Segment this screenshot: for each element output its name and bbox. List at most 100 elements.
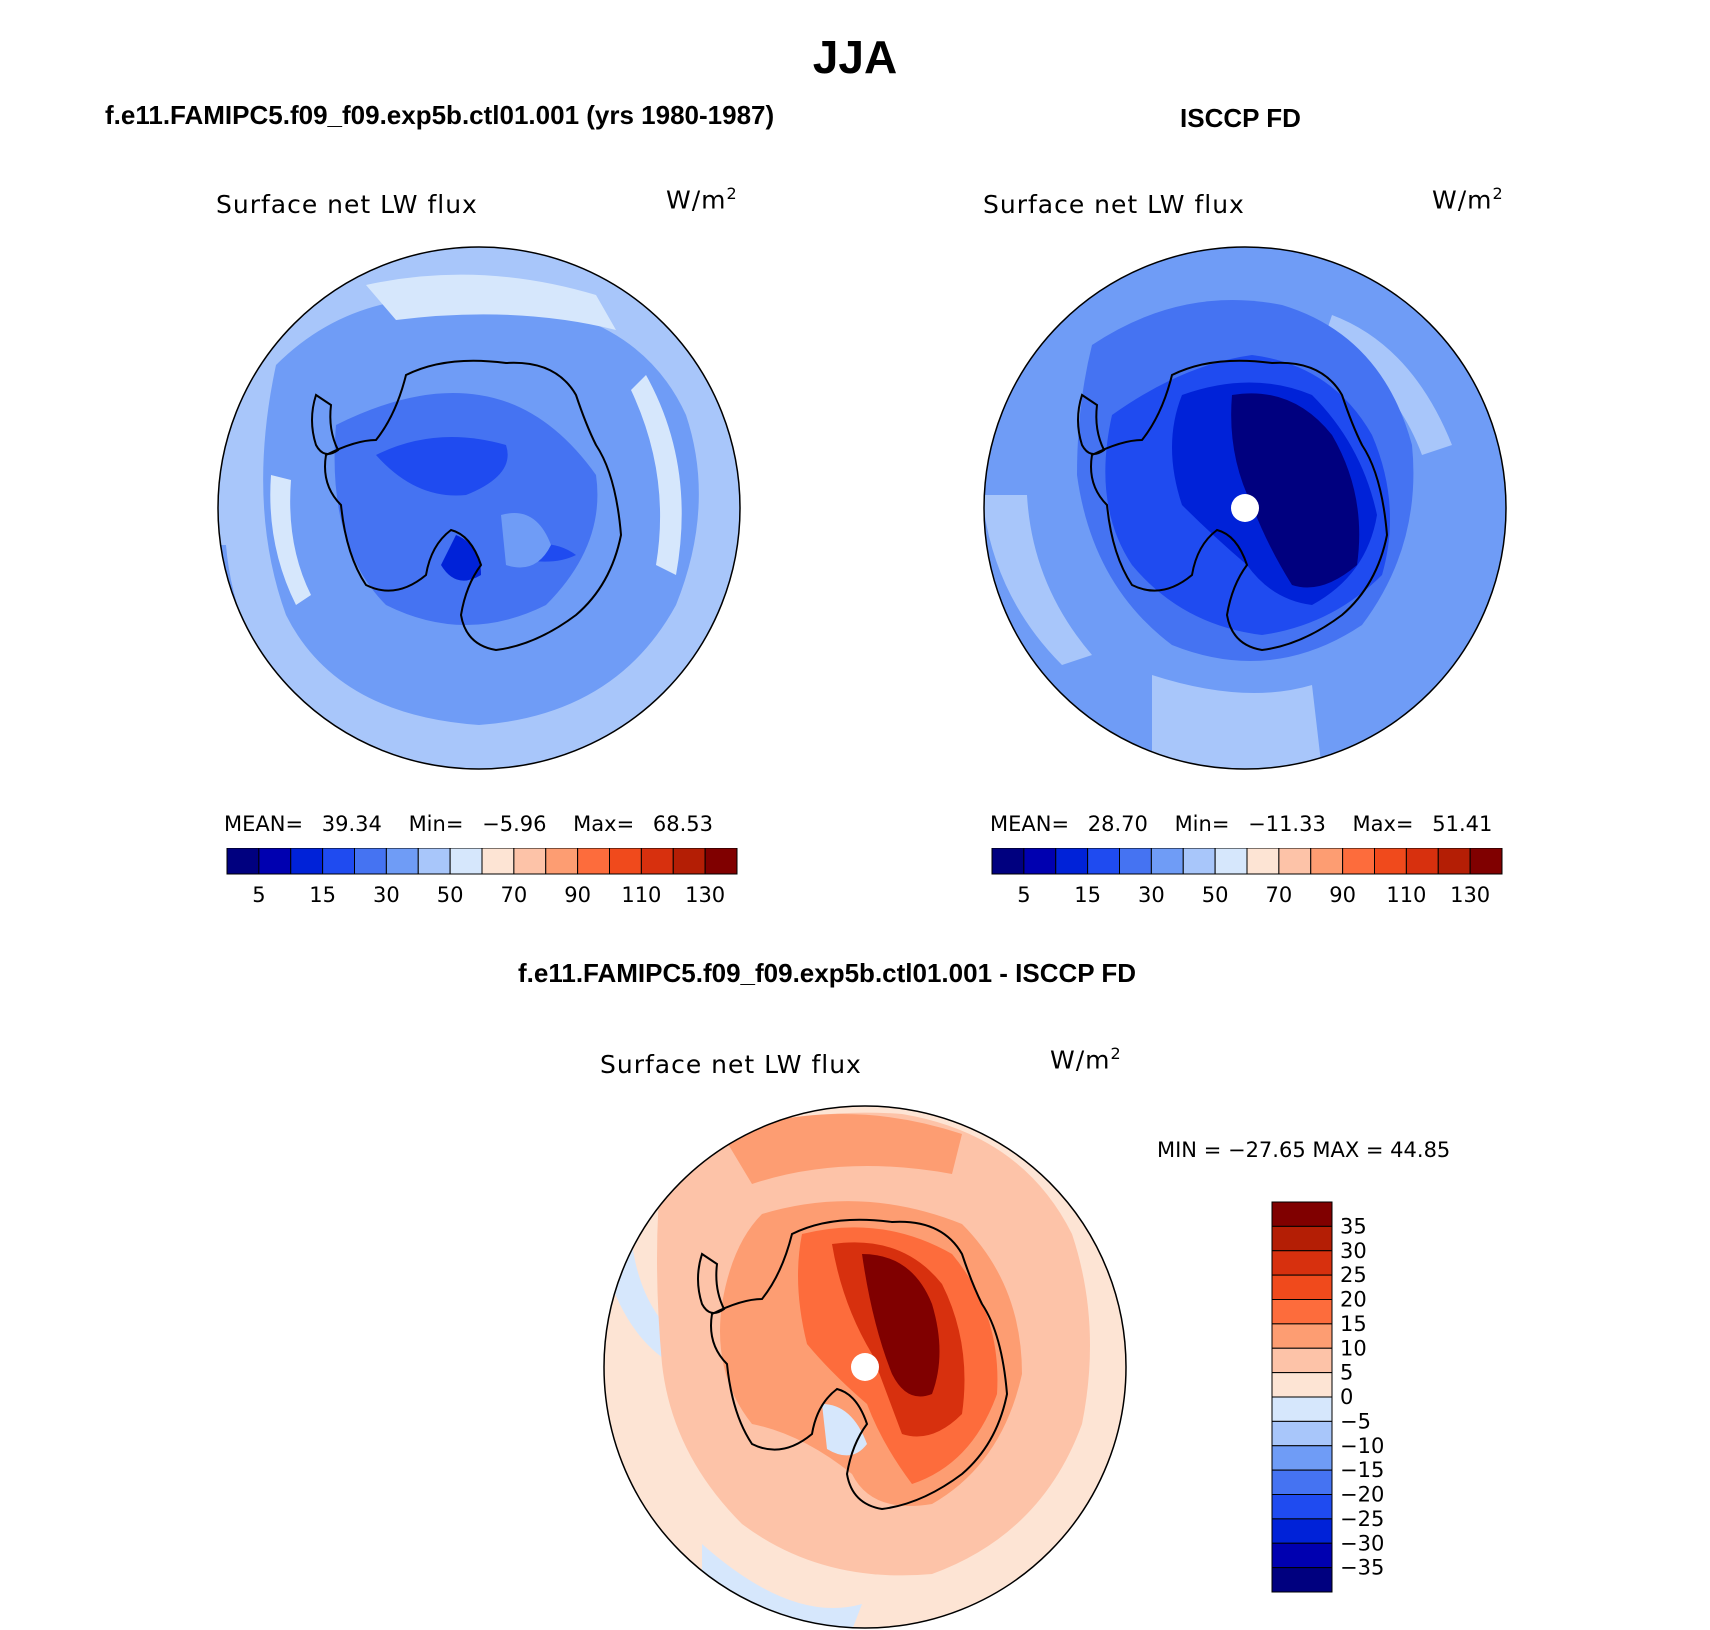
colorbar-tick-label: 5 <box>1340 1361 1353 1385</box>
panel-model-map <box>217 246 741 770</box>
contour-region <box>501 513 551 568</box>
panel-obs-units: W/m2 <box>1432 184 1504 214</box>
panel-obs-colorbar: 5 15 30 50 70 90 110 130 <box>991 848 1503 907</box>
colorbar-box <box>1271 1299 1333 1325</box>
colorbar-tick-label: 15 <box>1340 1312 1367 1336</box>
contour-region <box>1231 393 1360 588</box>
colorbar-tick-label: −35 <box>1340 1556 1384 1580</box>
colorbar-tick-label: −30 <box>1340 1531 1384 1555</box>
colorbar-tick-label: 110 <box>1386 883 1426 907</box>
colorbar-box <box>1023 848 1057 875</box>
colorbar-box <box>1119 848 1152 875</box>
colorbar-tick-label: 30 <box>1138 883 1165 907</box>
colorbar-tick-label: 10 <box>1340 1336 1367 1360</box>
panel-obs-map <box>983 246 1507 770</box>
colorbar-box <box>1342 848 1375 875</box>
colorbar-box <box>1271 1274 1333 1300</box>
colorbar-box <box>1246 848 1280 875</box>
colorbar-box <box>1271 1396 1333 1422</box>
colorbar-box <box>513 848 547 875</box>
colorbar-tick-label: −5 <box>1340 1409 1371 1433</box>
colorbar-tick-label: 130 <box>1450 883 1490 907</box>
colorbar-box <box>545 848 579 875</box>
units-text: W/m <box>666 185 727 215</box>
contour-region <box>722 1114 962 1184</box>
antarctica-coastline <box>710 1218 1009 1511</box>
colorbar-box <box>1087 848 1120 875</box>
panel-model-variable: Surface net LW flux <box>216 190 478 219</box>
colorbar-box <box>1182 848 1216 875</box>
colorbar-tick-label: 70 <box>501 883 528 907</box>
map-boundary <box>217 246 741 770</box>
colorbar-tick-label: 70 <box>1266 883 1293 907</box>
contour-region <box>984 495 1092 665</box>
colorbar-box <box>1271 1323 1333 1349</box>
max-label: Max= <box>1352 812 1414 836</box>
max-label: Max= <box>573 812 635 836</box>
peninsula-coastline <box>697 1252 726 1314</box>
map-boundary <box>983 246 1507 770</box>
colorbar-box <box>1150 848 1184 875</box>
colorbar-box <box>577 848 610 875</box>
max-value: 68.53 <box>652 812 713 836</box>
units-text: W/m <box>1050 1045 1111 1075</box>
panel-model-colorbar: 5 15 30 50 70 90 110 130 <box>226 848 738 907</box>
colorbar-box <box>1278 848 1312 875</box>
colorbar-box <box>417 848 451 875</box>
contour-region <box>270 475 311 605</box>
colorbar-box <box>1271 1518 1333 1544</box>
colorbar-box <box>385 848 419 875</box>
colorbar-tick-label: 15 <box>309 883 336 907</box>
colorbar-tick-label: 30 <box>373 883 400 907</box>
panel-model-title: f.e11.FAMIPC5.f09_f09.exp5b.ctl01.001 (y… <box>105 100 775 130</box>
panel-obs-variable: Surface net LW flux <box>983 190 1245 219</box>
panel-model-stats: MEAN= 39.34 Min= −5.96 Max= 68.53 <box>224 812 713 836</box>
contour-region <box>631 375 682 575</box>
figure-title: JJA <box>812 31 898 83</box>
panel-diff-units: W/m2 <box>1050 1044 1122 1074</box>
colorbar-box <box>258 848 292 875</box>
panel-diff-variable: Surface net LW flux <box>600 1050 862 1079</box>
colorbar-box <box>1271 1494 1333 1520</box>
colorbar-box <box>1214 848 1248 875</box>
min-label: Min= <box>408 812 464 836</box>
units-sup: 2 <box>726 184 738 203</box>
peninsula-coastline <box>311 393 340 455</box>
contour-region <box>441 535 481 581</box>
colorbar-tick-label: 5 <box>252 883 265 907</box>
peninsula-coastline <box>1077 393 1106 455</box>
units-sup: 2 <box>1492 184 1504 203</box>
pole-hole <box>851 1353 879 1381</box>
colorbar-box <box>1469 848 1503 875</box>
colorbar-box <box>354 848 387 875</box>
colorbar-tick-label: 20 <box>1340 1288 1367 1312</box>
colorbar-box <box>1310 848 1344 875</box>
min-value: −11.33 <box>1248 812 1326 836</box>
contour-region <box>1152 675 1322 769</box>
panel-diff-stats: MIN = −27.65 MAX = 44.85 <box>1157 1138 1451 1162</box>
colorbar-box <box>1271 1445 1333 1471</box>
units-sup: 2 <box>1110 1044 1122 1063</box>
colorbar-tick-label: 25 <box>1340 1263 1367 1287</box>
colorbar-tick-label: 130 <box>685 883 725 907</box>
colorbar-tick-label: −10 <box>1340 1434 1384 1458</box>
colorbar-box <box>1374 848 1407 875</box>
colorbar-tick-label: 5 <box>1017 883 1030 907</box>
colorbar-tick-label: 50 <box>437 883 464 907</box>
max-value: 51.41 <box>1432 812 1493 836</box>
colorbar-tick-label: 0 <box>1340 1385 1353 1409</box>
colorbar-tick-label: 30 <box>1340 1239 1367 1263</box>
antarctica-coastline <box>324 359 623 652</box>
mean-value: 28.70 <box>1087 812 1148 836</box>
colorbar-box <box>609 848 642 875</box>
colorbar-box <box>1271 1225 1333 1252</box>
colorbar-box <box>481 848 515 875</box>
colorbar-box <box>1271 1250 1333 1276</box>
colorbar-box <box>449 848 483 875</box>
colorbar-tick-label: −25 <box>1340 1507 1384 1531</box>
colorbar-box <box>1055 848 1089 875</box>
units-text: W/m <box>1432 185 1493 215</box>
mean-value: 39.34 <box>321 812 382 836</box>
colorbar-box <box>1271 1567 1333 1593</box>
colorbar-box <box>991 848 1025 875</box>
